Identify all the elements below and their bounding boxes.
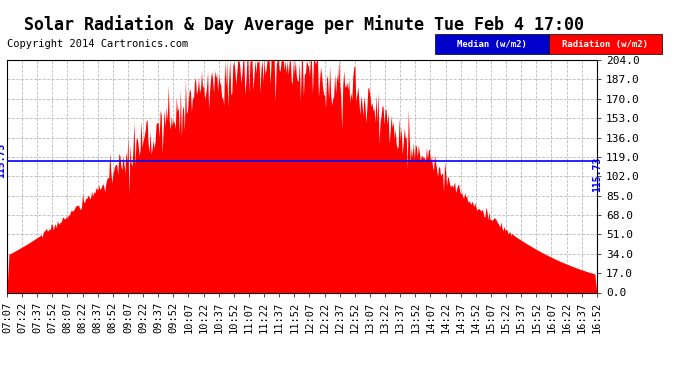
Text: Copyright 2014 Cartronics.com: Copyright 2014 Cartronics.com (7, 39, 188, 50)
Text: Median (w/m2): Median (w/m2) (457, 40, 526, 49)
Text: 115.73: 115.73 (0, 143, 6, 178)
Text: 115.73: 115.73 (592, 157, 602, 192)
Text: Radiation (w/m2): Radiation (w/m2) (562, 40, 649, 49)
Text: Solar Radiation & Day Average per Minute Tue Feb 4 17:00: Solar Radiation & Day Average per Minute… (23, 15, 584, 34)
